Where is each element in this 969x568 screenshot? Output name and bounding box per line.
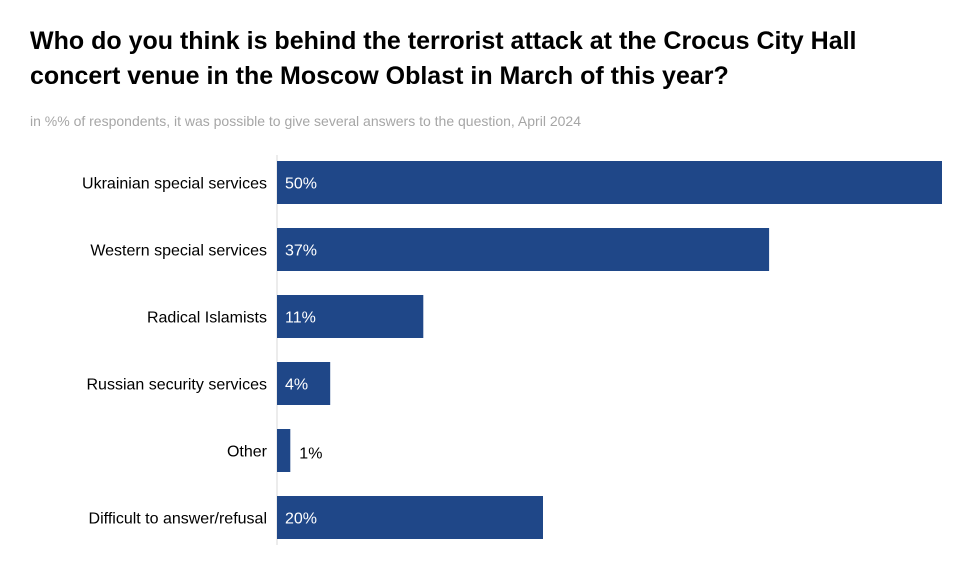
category-label: Ukrainian special services (82, 176, 267, 193)
category-label: Russian security services (87, 377, 268, 394)
bar (277, 295, 424, 338)
chart-subtitle: in %% of respondents, it was possible to… (30, 113, 581, 129)
data-label: 50% (285, 176, 317, 193)
bar (277, 362, 331, 405)
data-label: 11% (285, 310, 316, 327)
category-label: Western special services (90, 243, 267, 260)
data-label: 4% (285, 377, 308, 394)
bar (277, 496, 543, 539)
data-label: 20% (285, 511, 317, 528)
data-label: 37% (285, 243, 317, 260)
category-label: Difficult to answer/refusal (89, 511, 267, 528)
bar (277, 228, 770, 271)
category-label: Other (227, 444, 268, 461)
data-label: 1% (299, 446, 322, 463)
chart-title: Who do you think is behind the terrorist… (30, 27, 857, 90)
bar (277, 161, 942, 204)
category-label: Radical Islamists (147, 310, 267, 327)
bar (277, 429, 291, 472)
